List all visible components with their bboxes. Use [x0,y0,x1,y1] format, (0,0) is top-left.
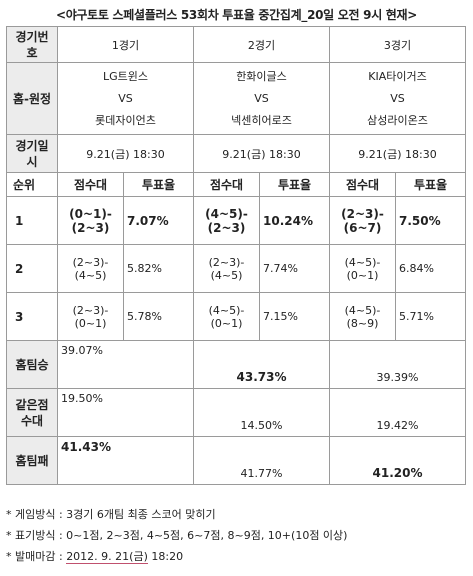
game-3-score-header: 점수대 [329,172,396,197]
tie-row: 같은점수대 19.50% 14.50% 19.42% [6,388,466,437]
game-2-teams: 한화이글스 VS 넥센히어로즈 [193,62,330,135]
game-1-datetime: 9.21(금) 18:30 [57,134,194,173]
game-1-home-loss: 41.43% [57,436,194,485]
game-3-rank-1-rate: 7.50% [395,196,466,245]
rank-header-row: 순위 점수대 투표율 점수대 투표율 점수대 투표율 [6,172,466,197]
game-1-score-header: 점수대 [57,172,124,197]
game-3-rank-2-rate: 6.84% [395,244,466,293]
home-loss-row: 홈팀패 41.43% 41.77% 41.20% [6,436,466,485]
game-1-away-team: 롯데자이언츠 [95,113,156,127]
row-label-game-no: 경기번호 [6,26,58,63]
datetime-row: 경기일시 9.21(금) 18:30 9.21(금) 18:30 9.21(금)… [6,134,466,173]
game-1-rank-1-rate: 7.07% [123,196,194,245]
game-3-tie: 19.42% [329,388,466,437]
rank-2-number: 2 [6,244,58,293]
game-1-rank-3-score: (2~3)-(0~1) [57,292,124,341]
game-1-rank-2-rate: 5.82% [123,244,194,293]
row-label-home-away: 홈-원정 [6,62,58,135]
game-2-away-team: 넥센히어로즈 [231,113,292,127]
game-1-rank-1-score: (0~1)-(2~3) [57,196,124,245]
game-2-score-header: 점수대 [193,172,260,197]
game-3-rank-2-score: (4~5)-(0~1) [329,244,396,293]
game-number-row: 경기번호 1경기 2경기 3경기 [6,26,466,63]
game-3-label: 3경기 [329,26,466,63]
row-label-tie: 같은점수대 [6,388,58,437]
home-win-row: 홈팀승 39.07% 43.73% 39.39% [6,340,466,389]
game-3-vs: VS [390,91,405,105]
game-2-rate-header: 투표율 [259,172,330,197]
game-1-home-win: 39.07% [57,340,194,389]
vote-rate-table: 경기번호 1경기 2경기 3경기 홈-원정 LG트윈스 VS 롯데자이언츠 한화… [6,26,466,485]
page-title: <야구토토 스페셜플러스 53회차 투표율 중간집계_20일 오전 9시 현재> [55,8,418,22]
game-1-rank-2-score: (2~3)-(4~5) [57,244,124,293]
game-3-rank-1-score: (2~3)-(6~7) [329,196,396,245]
row-label-home-win: 홈팀승 [6,340,58,389]
rank-2-row: 2 (2~3)-(4~5) 5.82% (2~3)-(4~5) 7.74% (4… [6,244,466,293]
rank-3-row: 3 (2~3)-(0~1) 5.78% (4~5)-(0~1) 7.15% (4… [6,292,466,341]
rank-1-row: 1 (0~1)-(2~3) 7.07% (4~5)-(2~3) 10.24% (… [6,196,466,245]
game-1-vs: VS [118,91,133,105]
game-1-home-team: LG트윈스 [102,69,148,83]
game-2-rank-2-rate: 7.74% [259,244,330,293]
game-3-datetime: 9.21(금) 18:30 [329,134,466,173]
game-2-home-win: 43.73% [193,340,330,389]
deadline-time: 18:20 [147,550,184,563]
game-2-rank-1-score: (4~5)-(2~3) [193,196,260,245]
game-2-home-loss: 41.77% [193,436,330,485]
game-2-vs: VS [254,91,269,105]
game-3-home-loss: 41.20% [329,436,466,485]
game-3-away-team: 삼성라이온즈 [367,113,428,127]
row-label-rank: 순위 [6,172,58,197]
note-game-method: * 게임방식 : 3경기 6개팀 최종 스코어 맞히기 [6,508,216,521]
game-3-rank-3-rate: 5.71% [395,292,466,341]
game-3-teams: KIA타이거즈 VS 삼성라이온즈 [329,62,466,135]
rank-3-number: 3 [6,292,58,341]
game-1-rate-header: 투표율 [123,172,194,197]
game-3-home-team: KIA타이거즈 [368,69,427,83]
game-1-rank-3-rate: 5.78% [123,292,194,341]
note-deadline: * 발매마감 : 2012. 9. 21(금) 18:20 [6,546,347,567]
row-label-home-loss: 홈팀패 [6,436,58,485]
game-2-tie: 14.50% [193,388,330,437]
game-3-rate-header: 투표율 [395,172,466,197]
game-2-rank-3-score: (4~5)-(0~1) [193,292,260,341]
game-2-rank-3-rate: 7.15% [259,292,330,341]
game-2-home-team: 한화이글스 [236,69,287,83]
note-notation: * 표기방식 : 0~1점, 2~3점, 4~5점, 6~7점, 8~9점, 1… [6,529,348,542]
row-label-date: 경기일시 [6,134,58,173]
game-2-rank-2-score: (2~3)-(4~5) [193,244,260,293]
game-2-datetime: 9.21(금) 18:30 [193,134,330,173]
game-1-teams: LG트윈스 VS 롯데자이언츠 [57,62,194,135]
game-3-rank-3-score: (4~5)-(8~9) [329,292,396,341]
game-1-tie: 19.50% [57,388,194,437]
deadline-prefix: * 발매마감 : [6,550,67,563]
game-2-label: 2경기 [193,26,330,63]
rank-1-number: 1 [6,196,58,245]
home-away-row: 홈-원정 LG트윈스 VS 롯데자이언츠 한화이글스 VS 넥센히어로즈 KIA… [6,62,466,135]
footnotes: * 게임방식 : 3경기 6개팀 최종 스코어 맞히기 * 표기방식 : 0~1… [6,504,347,567]
game-3-home-win: 39.39% [329,340,466,389]
game-2-rank-1-rate: 10.24% [259,196,330,245]
game-1-label: 1경기 [57,26,194,63]
deadline-date: 2012. 9. 21(금) [66,550,148,564]
